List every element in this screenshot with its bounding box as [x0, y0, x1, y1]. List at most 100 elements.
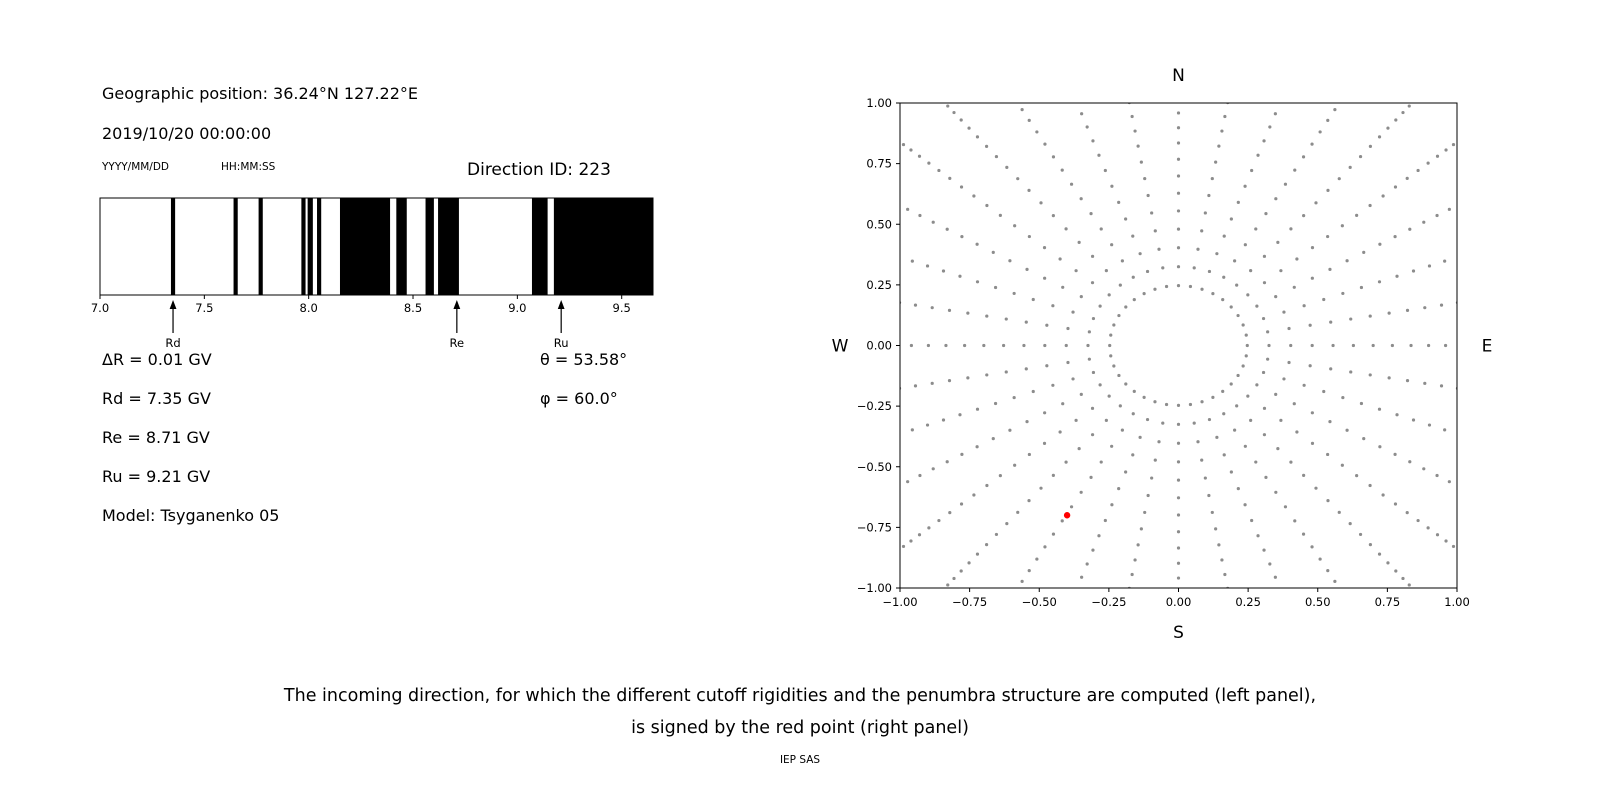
direction-dot	[1411, 418, 1416, 422]
direction-dot	[1371, 343, 1375, 348]
direction-dot	[918, 473, 922, 478]
direction-dot	[1025, 420, 1029, 424]
direction-dot	[1071, 310, 1075, 314]
direction-dot	[1207, 269, 1212, 274]
direction-dot	[1235, 404, 1239, 408]
direction-dot	[1245, 343, 1249, 348]
direction-dot	[1282, 377, 1286, 381]
direction-dot	[1387, 376, 1391, 380]
direction-dot	[1262, 254, 1267, 258]
direction-dot	[1097, 534, 1101, 538]
direction-dot	[1022, 343, 1026, 348]
tick-label: 0.25	[1235, 595, 1261, 609]
direction-dot	[967, 561, 971, 565]
direction-dot	[1233, 428, 1237, 432]
direction-dot	[1027, 188, 1031, 192]
direction-dot	[1359, 285, 1364, 290]
compass-label-w: W	[832, 337, 849, 357]
direction-dot	[1355, 474, 1359, 478]
direction-dot	[1117, 487, 1121, 491]
direction-dot	[910, 428, 914, 432]
direction-dot	[1091, 370, 1096, 375]
direction-dot	[1459, 486, 1462, 489]
direction-dot	[1348, 165, 1352, 169]
direction-dot	[1146, 193, 1150, 198]
allowed-band	[170, 198, 176, 295]
direction-dot	[1207, 193, 1211, 198]
direction-dot	[1016, 177, 1020, 181]
direction-dot	[1176, 265, 1181, 269]
direction-dot	[1176, 561, 1181, 565]
marker-arrow-head	[557, 300, 565, 309]
direction-dot	[1192, 421, 1196, 425]
direction-dot	[1089, 475, 1093, 479]
direction-dot	[1274, 295, 1278, 299]
direction-dot	[1080, 112, 1084, 116]
direction-dot	[1200, 400, 1204, 404]
penumbra-chart: 7.0 7.5 8.0 8.5 9.0 9.5 Rd Re Ru	[91, 197, 654, 350]
direction-dot	[1079, 197, 1083, 201]
direction-dot	[895, 202, 898, 205]
direction-dot	[1229, 305, 1233, 309]
direction-dot	[1368, 203, 1372, 208]
direction-dot	[1079, 490, 1083, 494]
direction-dot	[1024, 320, 1028, 324]
direction-dot	[901, 544, 906, 549]
direction-dot	[1090, 254, 1095, 258]
direction-dot	[1387, 311, 1391, 315]
direction-dot	[1422, 467, 1426, 471]
direction-dot	[1276, 447, 1280, 451]
direction-dot	[945, 460, 949, 464]
direction-dot	[1451, 544, 1456, 549]
marker-arrow-head	[169, 300, 177, 309]
direction-dot	[1188, 402, 1193, 407]
tick-label: 7.0	[91, 301, 109, 315]
direction-dot	[1261, 370, 1266, 375]
direction-dot	[931, 467, 935, 471]
direction-dot	[1333, 579, 1337, 583]
direction-dot	[1457, 255, 1460, 258]
direction-dot	[1196, 247, 1200, 251]
direction-dot	[1393, 235, 1397, 239]
direction-dot	[1145, 417, 1150, 422]
tick-label: −0.50	[857, 460, 892, 474]
direction-dot	[1451, 142, 1456, 147]
direction-dot	[1176, 111, 1181, 115]
direction-dot	[1413, 99, 1416, 102]
direction-dot	[958, 413, 962, 417]
direction-dot	[1310, 411, 1314, 415]
tick-label: 1.00	[866, 96, 892, 110]
direction-dot	[1215, 252, 1219, 256]
direction-dot	[1326, 569, 1330, 573]
direction-dot	[1241, 364, 1245, 368]
direction-dot	[1071, 377, 1075, 381]
direction-dot	[1012, 291, 1016, 296]
phi-text: φ = 60.0°	[540, 389, 618, 408]
direction-dot	[1246, 394, 1250, 398]
direction-dot	[1005, 522, 1009, 526]
direction-dot	[1236, 200, 1240, 204]
direction-dot	[1130, 114, 1134, 119]
direction-dot	[896, 433, 899, 436]
direction-dot	[1435, 213, 1439, 218]
direction-dot	[1457, 433, 1460, 436]
direction-dot	[960, 235, 964, 239]
direction-dot	[1143, 176, 1147, 181]
direction-dot	[1061, 285, 1065, 289]
direction-dot	[1287, 326, 1291, 331]
direction-dot	[1133, 129, 1137, 133]
direction-dot	[1086, 343, 1090, 348]
direction-dot	[1222, 234, 1226, 238]
tick-label: 9.0	[508, 301, 526, 315]
direction-dot	[1153, 400, 1157, 404]
caption-line-2: is signed by the red point (right panel)	[631, 718, 969, 738]
direction-dot	[1443, 259, 1447, 263]
direction-dot	[991, 250, 995, 254]
tick-label: 7.5	[195, 301, 213, 315]
direction-dot	[1262, 139, 1266, 143]
direction-dot	[1143, 510, 1147, 515]
allowed-band	[531, 198, 548, 295]
direction-dot	[1027, 118, 1031, 122]
direction-dot	[1176, 284, 1181, 288]
direction-dot	[1308, 364, 1312, 368]
